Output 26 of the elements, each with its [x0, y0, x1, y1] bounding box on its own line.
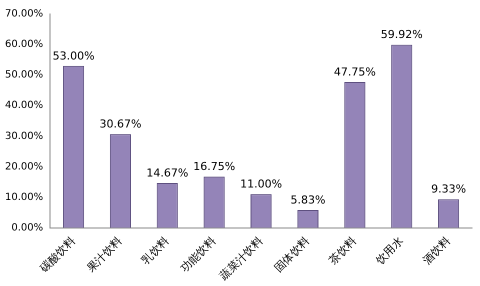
y-tick-label: 70.00% [4, 8, 44, 20]
x-tick-label: 碳酸饮料 [36, 234, 78, 276]
y-tick-label: 10.00% [4, 192, 44, 203]
x-tick-label: 饮用水 [372, 234, 406, 268]
y-tick-label: 60.00% [4, 39, 44, 50]
data-label: 47.75% [334, 65, 376, 78]
y-tick-label: 50.00% [4, 70, 44, 81]
y-tick-label: 0.00% [11, 222, 44, 234]
data-label: 53.00% [52, 49, 95, 62]
data-label: 16.75% [193, 160, 236, 173]
x-tick-label: 蔬菜汁饮料 [217, 234, 266, 282]
y-tick-label: 30.00% [4, 130, 44, 142]
x-tick-label: 固体饮料 [272, 234, 312, 275]
data-label: 5.83% [290, 193, 326, 206]
x-tick-label: 功能饮料 [178, 234, 218, 275]
y-tick-label: 40.00% [4, 100, 44, 112]
data-label: 14.67% [146, 166, 188, 180]
data-label: 9.33% [431, 182, 466, 196]
data-label: 11.00% [240, 178, 282, 191]
y-tick-label: 20.00% [4, 161, 44, 172]
x-tick-label: 乳饮料 [138, 234, 172, 267]
data-label: 59.92% [380, 28, 423, 42]
data-label: 30.67% [99, 117, 142, 130]
x-tick-label: 茶饮料 [326, 234, 359, 267]
x-tick-label: 酒饮料 [420, 234, 453, 267]
x-tick-label: 果汁饮料 [84, 234, 125, 275]
